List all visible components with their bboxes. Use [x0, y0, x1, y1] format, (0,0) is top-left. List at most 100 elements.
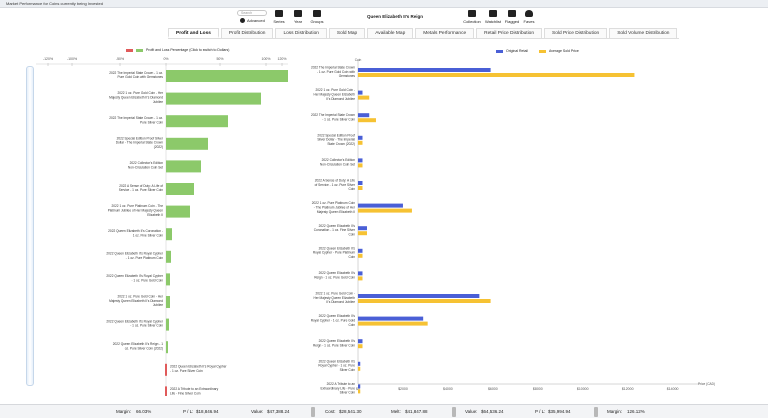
vertical-scroll-slider[interactable] — [26, 66, 34, 386]
bar-original-retail-6 — [358, 203, 403, 208]
title-bar: Market Performance for Coins currently b… — [0, 0, 768, 8]
bar-pl-3 — [166, 137, 208, 150]
search-input[interactable]: Search — [237, 10, 267, 16]
bar-pl-11 — [166, 318, 169, 331]
legend-entry-pl[interactable]: Profit and Loss Percentage (Click to swi… — [146, 48, 230, 52]
tab-sold-map[interactable]: Sold Map — [328, 28, 366, 38]
window-title: Market Performance for Coins currently b… — [6, 1, 103, 6]
bar-original-retail-12 — [358, 339, 363, 344]
bar-original-retail-10 — [358, 294, 480, 298]
tab-bar: Profit and Loss Profit Distribution Loss D… — [168, 28, 680, 39]
tab-profit-distribution[interactable]: Profit Distribution — [220, 28, 274, 38]
x-axis-title: Price (CAD) — [698, 382, 715, 386]
category-label: 2022 1 oz. Pure Gold Coin -Her Majesty Q… — [314, 88, 356, 101]
bar-average-sold-11 — [358, 321, 428, 326]
category-label: 2022 1 oz. Pure Gold Coin - Her Majesty Q… — [109, 295, 164, 308]
x-tick-label: 120% — [278, 57, 287, 61]
category-label: 2022 Queen Elizabeth II's Reign - 1 oz. P… — [113, 342, 163, 350]
bar-average-sold-13 — [358, 366, 361, 371]
legend-swatch-profit — [136, 48, 143, 52]
bar-original-retail-9 — [358, 271, 363, 276]
bar-original-retail-3 — [358, 135, 363, 140]
tab-retail-price-distribution[interactable]: Retail Price Distribution — [476, 28, 543, 38]
bar-pl-1 — [166, 92, 261, 105]
category-label: 2022 Queen Elizabeth II's Royal Cypher - … — [170, 365, 228, 373]
margin2-value: 126.12% — [627, 409, 645, 414]
x-tick-label: $8000 — [533, 387, 543, 391]
category-label: 2022 Queen Elizabeth II's Royal Cypher - … — [311, 314, 356, 327]
advanced-label: Advanced — [247, 18, 265, 23]
bar-pl-6 — [166, 205, 190, 218]
bar-pl-5 — [166, 183, 194, 195]
cost-value: $28,541.30 — [339, 409, 362, 414]
bar-average-sold-9 — [358, 276, 363, 281]
bar-original-retail-1 — [358, 90, 363, 95]
faves-button[interactable]: Faves — [517, 10, 541, 24]
series-button[interactable]: Series — [267, 10, 291, 24]
tab-sold-volume-distribution[interactable]: Sold Volume Distribution — [609, 28, 678, 38]
x-tick-label: 100% — [262, 57, 271, 61]
melt-label: Melt: — [391, 409, 401, 414]
x-tick-label: 0% — [163, 57, 168, 61]
category-label: 2022 A Sense of Duty: A Life of Service -… — [315, 179, 356, 192]
x-tick-label: -100% — [67, 57, 77, 61]
category-label: 2022 Queen Elizabeth II's Coronation -1 … — [108, 229, 163, 237]
groups-label: Groups — [310, 19, 324, 24]
category-label: 2022 A Sense of Duty: A Life of Service -… — [119, 184, 164, 192]
toolbar: Search Advanced Series Year Groups Queen… — [0, 8, 768, 28]
flagged-button[interactable]: Flagged — [500, 10, 524, 24]
legend-entry-original-retail[interactable]: Original Retail — [506, 49, 528, 53]
x-tick-label: $6000 — [488, 387, 498, 391]
bar-average-sold-4 — [358, 163, 363, 168]
advanced-button[interactable]: Advanced — [240, 18, 265, 23]
heart-icon — [525, 10, 533, 17]
x-tick-label: $10000 — [577, 387, 589, 391]
status-bar: Margin: 66.03% P / L: $18,846.94 Value: … — [0, 404, 768, 418]
status-divider — [594, 407, 598, 417]
bar-average-sold-5 — [358, 186, 363, 190]
category-label: 2022 Queen Elizabeth II's Reign - 1 oz. P… — [314, 271, 355, 279]
status-divider — [452, 407, 456, 417]
collection-button[interactable]: Collection — [460, 10, 484, 24]
category-label: 2022 1 oz. Pure Gold Coin -Her Majesty Q… — [314, 292, 356, 305]
category-label: 2022 The Imperial State Crown - 1 oz. Pur… — [109, 116, 163, 124]
bar-average-sold-10 — [358, 299, 491, 303]
x-tick-label: -120% — [43, 57, 53, 61]
tab-loss-distribution[interactable]: Loss Distribution — [275, 28, 327, 38]
bar-original-retail-2 — [358, 113, 370, 118]
x-tick-label: -50% — [116, 57, 124, 61]
bar-pl-4 — [166, 160, 201, 173]
category-label: 2022 Queen Elizabeth II's Royal Cypher - … — [313, 246, 356, 259]
bar-original-retail-11 — [358, 316, 424, 321]
bar-average-sold-14 — [358, 389, 361, 394]
pl-svg: -120% -100% -50% 0% 50% 100% 120% 2022 The Impe… — [36, 57, 288, 396]
value2-value: $64,536.24 — [481, 409, 504, 414]
x-tick-label: $14000 — [667, 387, 679, 391]
tab-sold-price-distribution[interactable]: Sold Price Distribution — [544, 28, 608, 38]
legend-swatch-average-sold — [538, 49, 546, 53]
tab-profit-and-loss[interactable]: Profit and Loss — [168, 28, 219, 38]
category-label: 2022 Collector's Edition Non-Circulation … — [128, 161, 163, 169]
category-label: 2022 A Tribute to an Extraordinary Life -… — [320, 382, 355, 395]
bar-pl-0 — [166, 70, 288, 82]
faves-label: Faves — [523, 19, 535, 24]
year-button[interactable]: Year — [286, 10, 310, 24]
bar-pl-10 — [166, 296, 170, 308]
legend-entry-average-sold[interactable]: Average Sold Price — [548, 49, 579, 53]
grid-icon — [275, 10, 283, 17]
price-svg: Coin Price (CAD) $0 $2000 $4000 $6000 $8000 $10… — [311, 58, 715, 395]
bar-original-retail-14 — [358, 384, 361, 389]
tab-metals-performance[interactable]: Metals Performance — [415, 28, 475, 38]
category-label: 2022 Collector's Edition Non-Circulation … — [320, 158, 355, 166]
margin2-label: Margin: — [607, 409, 623, 414]
groups-button[interactable]: Groups — [305, 10, 329, 24]
x-tick-label: $2000 — [398, 387, 408, 391]
category-label: 2022 1 oz. Pure Gold Coin - Her Majesty Q… — [109, 91, 164, 104]
bar-original-retail-7 — [358, 226, 367, 231]
pl2-value: $35,994.94 — [548, 409, 571, 414]
tab-available-map[interactable]: Available Map — [367, 28, 414, 38]
watchlist-button[interactable]: Watchlist — [481, 10, 505, 24]
category-label: 2022 The Imperial State Crown - 1 oz. Pur… — [109, 71, 163, 79]
year-label: Year — [293, 19, 303, 24]
